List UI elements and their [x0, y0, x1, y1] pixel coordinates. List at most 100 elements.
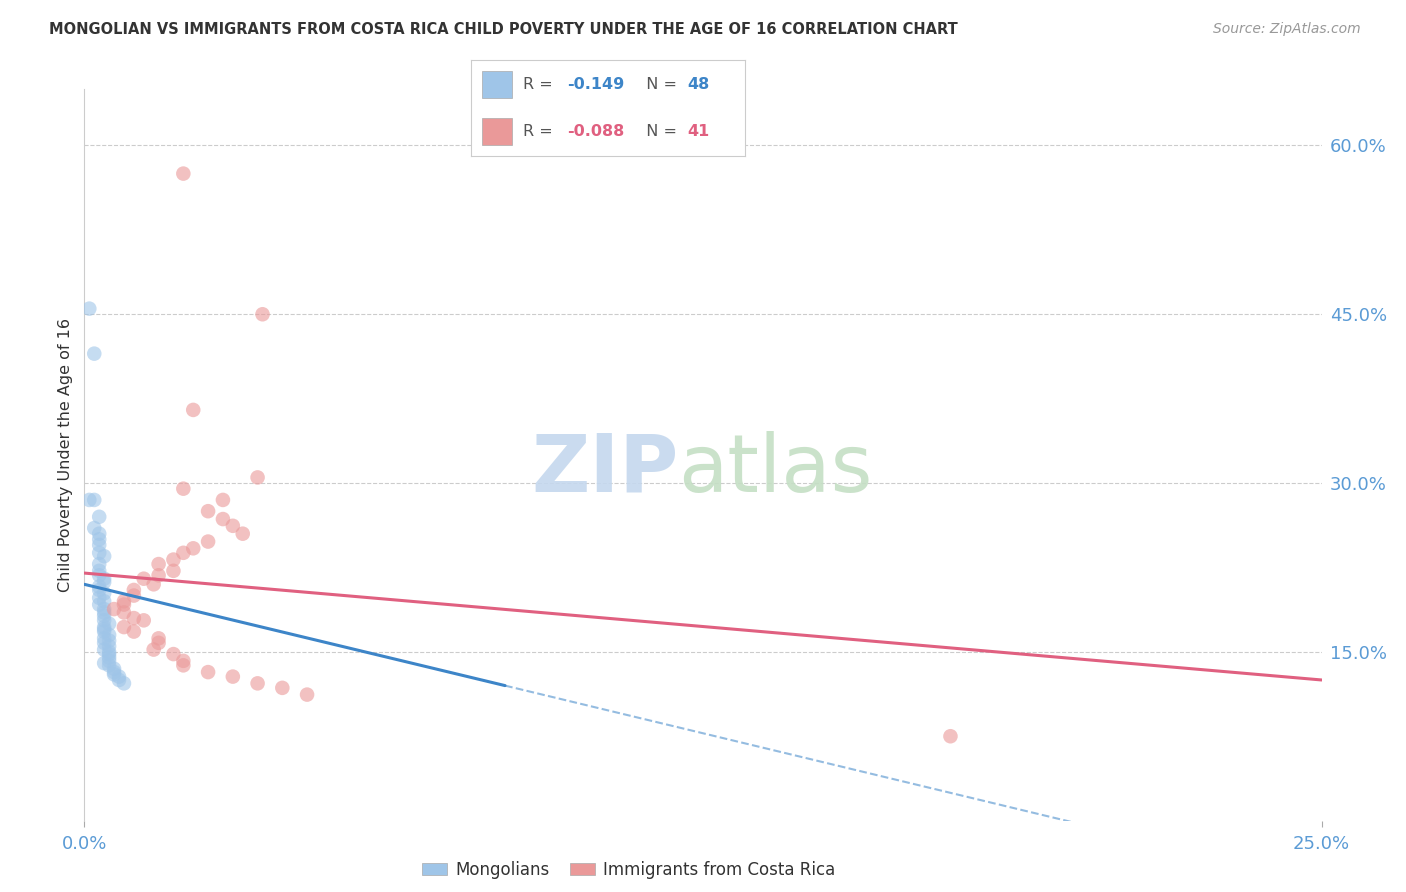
Text: N =: N = — [636, 78, 682, 92]
Point — [172, 482, 194, 496]
Point — [108, 670, 131, 684]
Point — [89, 591, 111, 605]
Point — [172, 658, 194, 673]
Point — [79, 492, 101, 507]
Point — [98, 654, 121, 668]
Point — [148, 636, 170, 650]
Point — [93, 620, 115, 634]
Point — [148, 557, 170, 571]
Point — [89, 538, 111, 552]
Legend: Mongolians, Immigrants from Costa Rica: Mongolians, Immigrants from Costa Rica — [416, 855, 842, 886]
Point — [246, 676, 269, 690]
FancyBboxPatch shape — [482, 118, 512, 145]
Point — [93, 575, 115, 590]
Point — [142, 642, 165, 657]
Point — [122, 589, 145, 603]
Point — [112, 606, 135, 620]
Point — [103, 602, 125, 616]
Point — [232, 526, 254, 541]
Point — [197, 534, 219, 549]
Point — [93, 602, 115, 616]
Text: MONGOLIAN VS IMMIGRANTS FROM COSTA RICA CHILD POVERTY UNDER THE AGE OF 16 CORREL: MONGOLIAN VS IMMIGRANTS FROM COSTA RICA … — [49, 22, 957, 37]
Point — [89, 582, 111, 597]
Point — [939, 729, 962, 743]
Point — [93, 549, 115, 564]
Point — [93, 632, 115, 646]
Point — [197, 504, 219, 518]
Text: atlas: atlas — [678, 431, 873, 508]
Point — [103, 665, 125, 679]
Point — [181, 541, 204, 556]
Point — [98, 658, 121, 673]
Text: R =: R = — [523, 78, 558, 92]
Point — [108, 673, 131, 687]
Text: N =: N = — [636, 124, 682, 138]
Point — [222, 518, 245, 533]
Point — [142, 577, 165, 591]
Point — [93, 606, 115, 620]
Text: 48: 48 — [688, 78, 710, 92]
Point — [93, 636, 115, 650]
Point — [89, 564, 111, 578]
Point — [172, 167, 194, 181]
Point — [93, 613, 115, 627]
Point — [122, 582, 145, 597]
Point — [295, 688, 318, 702]
Point — [98, 650, 121, 665]
Text: R =: R = — [523, 124, 558, 138]
Point — [98, 645, 121, 659]
Point — [89, 509, 111, 524]
Point — [93, 656, 115, 670]
Text: ZIP: ZIP — [531, 431, 678, 508]
Point — [252, 307, 274, 321]
Point — [93, 594, 115, 608]
Point — [132, 613, 155, 627]
Point — [98, 628, 121, 642]
Point — [172, 546, 194, 560]
Point — [122, 611, 145, 625]
Point — [112, 594, 135, 608]
Text: 41: 41 — [688, 124, 710, 138]
Point — [222, 670, 245, 684]
Point — [112, 676, 135, 690]
Point — [212, 512, 235, 526]
Point — [162, 647, 184, 661]
Point — [98, 616, 121, 631]
Point — [103, 667, 125, 681]
Point — [89, 598, 111, 612]
Point — [181, 403, 204, 417]
Point — [79, 301, 101, 316]
Point — [93, 642, 115, 657]
Point — [83, 346, 105, 360]
Point — [93, 572, 115, 586]
Point — [246, 470, 269, 484]
Text: Source: ZipAtlas.com: Source: ZipAtlas.com — [1213, 22, 1361, 37]
Point — [112, 598, 135, 612]
Text: -0.088: -0.088 — [567, 124, 624, 138]
Point — [93, 608, 115, 623]
Point — [172, 654, 194, 668]
Point — [98, 639, 121, 653]
Point — [89, 526, 111, 541]
Point — [89, 533, 111, 547]
Point — [93, 623, 115, 637]
Point — [89, 568, 111, 582]
Point — [212, 492, 235, 507]
Point — [83, 521, 105, 535]
Point — [83, 492, 105, 507]
Text: -0.149: -0.149 — [567, 78, 624, 92]
Point — [197, 665, 219, 679]
Point — [89, 546, 111, 560]
Point — [162, 552, 184, 566]
Point — [148, 568, 170, 582]
Point — [132, 572, 155, 586]
Y-axis label: Child Poverty Under the Age of 16: Child Poverty Under the Age of 16 — [58, 318, 73, 592]
Point — [162, 564, 184, 578]
FancyBboxPatch shape — [482, 71, 512, 98]
Point — [112, 620, 135, 634]
Point — [103, 662, 125, 676]
Point — [93, 624, 115, 639]
Point — [122, 624, 145, 639]
Point — [98, 647, 121, 661]
Point — [271, 681, 294, 695]
